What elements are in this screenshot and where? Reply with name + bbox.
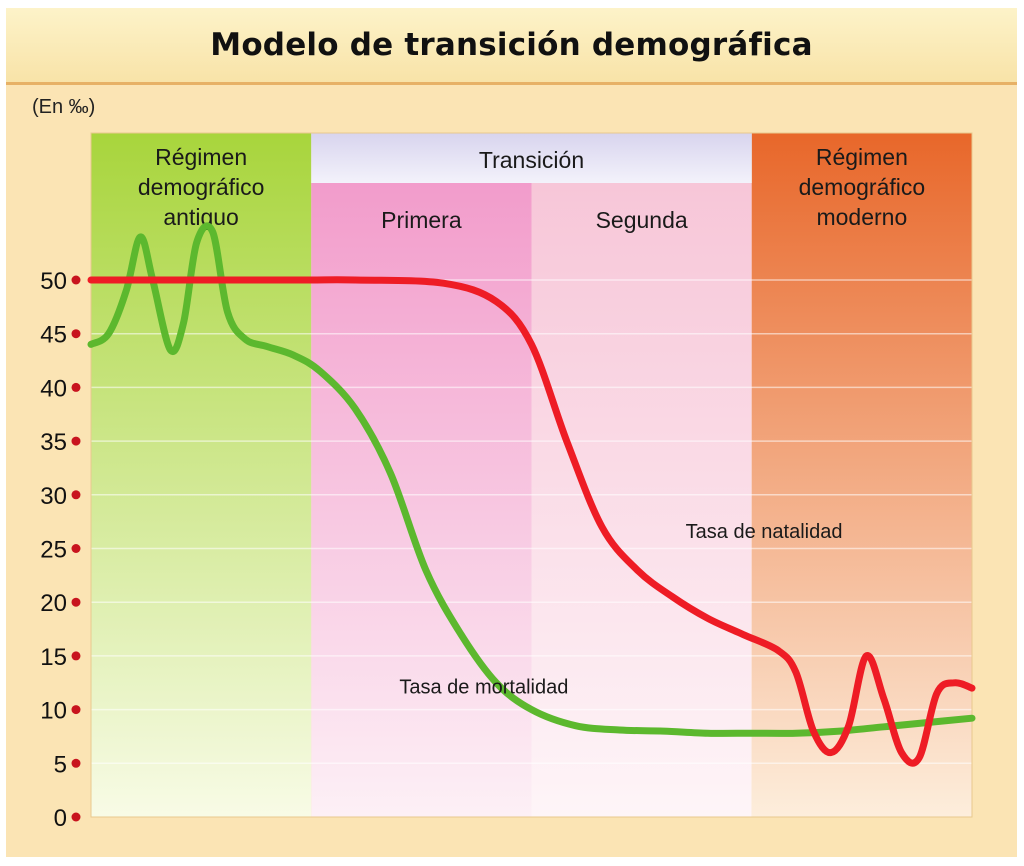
chart-title: Modelo de transición demográfica — [210, 27, 813, 63]
region-transicion-header — [311, 133, 752, 183]
y-tick-label: 0 — [54, 805, 67, 832]
region-primera — [311, 183, 532, 817]
region-label-moderno: demográfico — [799, 174, 926, 200]
y-tick-dot — [71, 597, 81, 607]
annotation-mortalidad: Tasa de mortalidad — [399, 676, 568, 698]
y-tick-label: 35 — [40, 429, 67, 456]
plot-border — [90, 132, 973, 818]
region-label-segunda: Segunda — [596, 207, 688, 233]
y-tick-label: 30 — [40, 483, 67, 510]
y-tick-dot — [71, 436, 81, 446]
region-segunda — [531, 183, 752, 817]
region-antiguo — [91, 133, 312, 817]
region-moderno — [751, 133, 972, 817]
region-label-primera: Primera — [381, 207, 462, 233]
region-label-moderno: moderno — [816, 204, 907, 230]
y-tick-dot — [71, 758, 81, 768]
region-label-antiguo: demográfico — [138, 174, 265, 200]
y-tick-dot — [71, 490, 81, 500]
y-tick-dot — [71, 382, 81, 392]
y-tick-label: 25 — [40, 537, 67, 564]
y-tick-dot — [71, 329, 81, 339]
chart-panel: 0 5 10 15 20 25 30 35 40 45 50 (En ‰) Régimen demogr… — [6, 85, 1017, 857]
group-header-label: Transición — [479, 147, 584, 173]
series-line-mortalidad — [87, 222, 976, 737]
y-tick-label: 50 — [40, 268, 67, 295]
chart-plot: 0 5 10 15 20 25 30 35 40 45 50 (En ‰) Régimen demogr… — [32, 96, 976, 832]
y-tick-label: 5 — [54, 751, 67, 778]
y-tick-dot — [71, 651, 81, 661]
y-tick-label: 15 — [40, 644, 67, 671]
y-tick-label: 40 — [40, 375, 67, 402]
region-label-moderno: Régimen — [816, 144, 908, 170]
title-bar: Modelo de transición demográfica — [6, 8, 1017, 85]
region-label-antiguo: Régimen — [155, 144, 247, 170]
y-tick-dot — [71, 812, 81, 822]
series-line-natalidad — [87, 276, 976, 767]
y-tick-dot — [71, 275, 81, 285]
y-tick-dot — [71, 544, 81, 553]
y-tick-label: 20 — [40, 590, 67, 617]
y-tick-label: 45 — [40, 322, 67, 349]
y-axis-unit-label: (En ‰) — [32, 96, 95, 118]
annotation-natalidad: Tasa de natalidad — [686, 521, 843, 543]
y-tick-dot — [71, 705, 81, 715]
y-tick-label: 10 — [40, 698, 67, 725]
